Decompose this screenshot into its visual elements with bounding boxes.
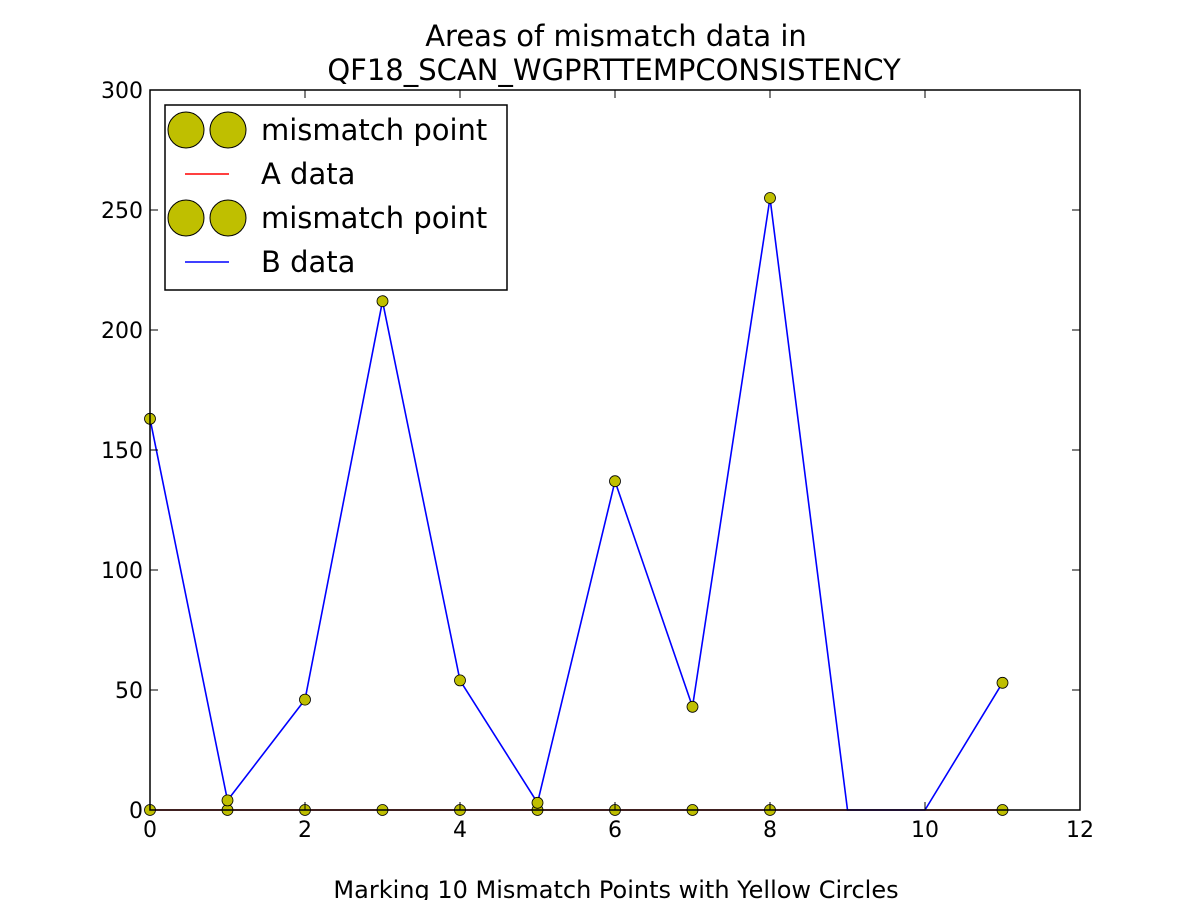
x-tick-label: 4 [453, 818, 467, 843]
chart-title-line-2: QF18_SCAN_WGPRTTEMPCONSISTENCY [327, 53, 901, 87]
x-tick-label: 2 [298, 818, 312, 843]
x-tick-label: 10 [911, 818, 939, 843]
mismatch-point-marker [764, 192, 776, 204]
legend-entry: mismatch point [167, 199, 487, 237]
chart-title-line-1: Areas of mismatch data in [425, 19, 807, 53]
legend-entry: B data [185, 245, 355, 279]
x-tick-label: 12 [1066, 818, 1094, 843]
legend-label: B data [261, 245, 355, 279]
y-tick-label: 250 [101, 199, 143, 224]
mismatch-point-marker [454, 674, 466, 687]
y-tick-label: 50 [115, 679, 143, 704]
y-tick-label: 200 [101, 319, 143, 344]
y-tick-label: 300 [101, 79, 143, 104]
legend-marker [209, 111, 247, 149]
legend-marker [209, 199, 247, 237]
x-tick-label: 0 [143, 818, 157, 843]
mismatch-point-marker [609, 475, 621, 488]
mismatch-point-marker [531, 796, 544, 809]
y-tick-label: 150 [101, 439, 143, 464]
x-axis-label: Marking 10 Mismatch Points with Yellow C… [333, 876, 898, 900]
x-tick-label: 8 [763, 818, 777, 843]
mismatch-point-marker [299, 693, 311, 706]
legend-entry: mismatch point [167, 111, 487, 149]
mismatch-point-marker [376, 295, 389, 308]
legend-label: mismatch point [261, 201, 487, 235]
legend-label: mismatch point [261, 113, 487, 147]
mismatch-point-marker [221, 794, 234, 807]
mismatch-point-marker [686, 700, 699, 713]
plot-frame [149, 89, 1081, 811]
legend: mismatch point A data mismatch point B data [164, 104, 508, 291]
y-tick-label: 0 [129, 799, 143, 824]
mismatch-point-marker [996, 676, 1009, 689]
y-tick-label: 100 [101, 559, 143, 584]
legend-label: A data [261, 157, 355, 191]
x-tick-label: 6 [608, 818, 622, 843]
legend-marker [167, 111, 205, 149]
legend-marker [167, 199, 205, 237]
legend-entry: A data [185, 157, 355, 191]
